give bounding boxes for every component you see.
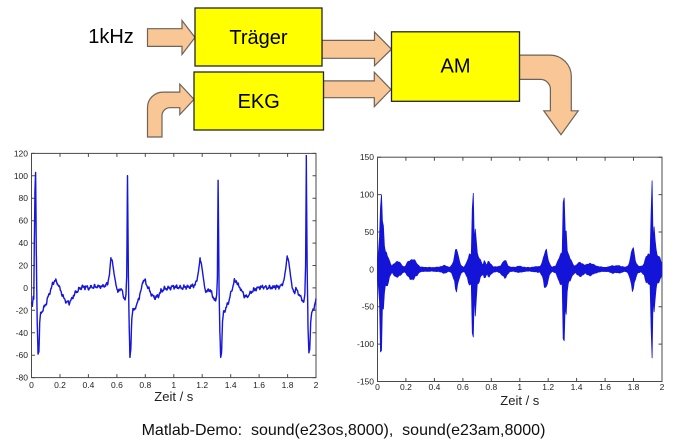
svg-text:-150: -150 <box>357 377 374 387</box>
svg-text:-20: -20 <box>16 305 29 315</box>
svg-text:1.2: 1.2 <box>542 382 554 392</box>
svg-text:Zeit / s: Zeit / s <box>154 389 194 404</box>
svg-text:150: 150 <box>360 152 374 162</box>
svg-text:1.4: 1.4 <box>225 380 237 390</box>
svg-text:80: 80 <box>19 193 29 203</box>
svg-text:0.6: 0.6 <box>457 382 469 392</box>
svg-text:2: 2 <box>660 382 665 392</box>
svg-text:1kHz: 1kHz <box>88 26 134 48</box>
svg-text:0: 0 <box>23 283 28 293</box>
svg-text:EKG: EKG <box>238 91 280 113</box>
svg-text:-60: -60 <box>16 350 29 360</box>
svg-text:-100: -100 <box>357 339 374 349</box>
svg-text:0: 0 <box>369 264 374 274</box>
svg-text:0.6: 0.6 <box>111 380 123 390</box>
svg-text:2: 2 <box>314 380 319 390</box>
svg-text:0.4: 0.4 <box>428 382 440 392</box>
svg-text:1: 1 <box>517 382 522 392</box>
svg-text:1.6: 1.6 <box>599 382 611 392</box>
svg-text:AM: AM <box>441 55 471 77</box>
svg-text:0.8: 0.8 <box>485 382 497 392</box>
svg-text:Matlab-Demo: sound(e23os,8000: Matlab-Demo: sound(e23os,8000), sound(e2… <box>142 422 546 439</box>
svg-text:1.4: 1.4 <box>571 382 583 392</box>
svg-text:120: 120 <box>14 148 28 158</box>
svg-text:40: 40 <box>19 238 29 248</box>
svg-text:20: 20 <box>19 261 29 271</box>
svg-text:1: 1 <box>171 380 176 390</box>
svg-text:100: 100 <box>14 171 28 181</box>
svg-text:0.2: 0.2 <box>400 382 412 392</box>
svg-text:0.2: 0.2 <box>54 380 66 390</box>
svg-text:100: 100 <box>360 190 374 200</box>
svg-text:0: 0 <box>375 382 380 392</box>
svg-text:0.8: 0.8 <box>139 380 151 390</box>
svg-text:-80: -80 <box>16 373 29 383</box>
svg-text:1.6: 1.6 <box>253 380 265 390</box>
svg-text:Träger: Träger <box>229 27 288 49</box>
svg-text:1.2: 1.2 <box>196 380 208 390</box>
svg-text:Zeit / s: Zeit / s <box>500 393 540 408</box>
svg-text:1.8: 1.8 <box>628 382 640 392</box>
svg-text:-40: -40 <box>16 328 29 338</box>
svg-text:0: 0 <box>29 380 34 390</box>
svg-text:50: 50 <box>365 227 375 237</box>
svg-text:0.4: 0.4 <box>82 380 94 390</box>
svg-text:-50: -50 <box>362 302 375 312</box>
svg-text:60: 60 <box>19 216 29 226</box>
svg-text:1.8: 1.8 <box>282 380 294 390</box>
